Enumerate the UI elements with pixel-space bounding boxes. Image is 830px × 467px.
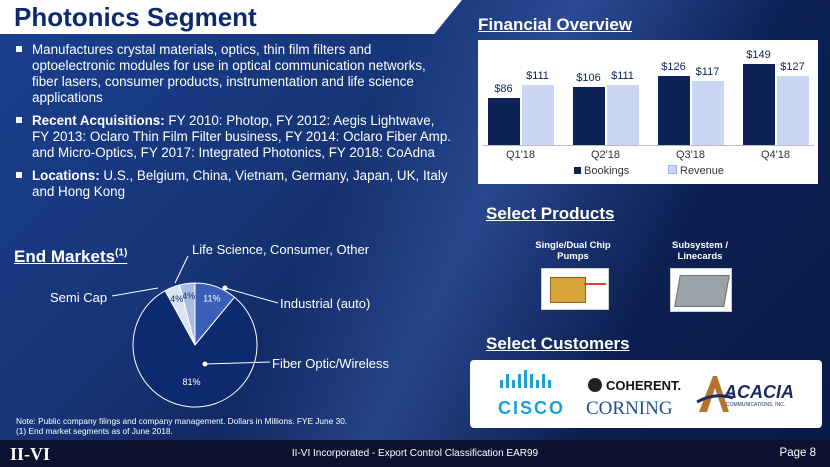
pump-chip-shape <box>550 277 586 303</box>
title-bar <box>0 0 462 34</box>
product-label-pumps: Single/Dual Chip Pumps <box>528 240 618 262</box>
linecard-image <box>670 268 732 312</box>
legend-swatch <box>574 167 581 174</box>
leader-line <box>204 361 271 365</box>
select-products-heading: Select Products <box>486 204 615 223</box>
leader-dot <box>222 285 228 291</box>
pie-slice <box>178 282 196 346</box>
bar-bookings-0 <box>487 98 520 145</box>
coherent-logo: COHERENT. <box>606 378 682 393</box>
product-label-line: Single/Dual Chip <box>535 240 611 251</box>
bar-revenue-2 <box>691 81 724 145</box>
acacia-logo: ACACIA <box>724 382 794 402</box>
x-tick-label: Q1'18 <box>505 149 535 161</box>
legend-text: Bookings <box>584 165 630 177</box>
footnote-line: (1) End market segments as of June 2018. <box>16 426 173 436</box>
bar-bookings-2 <box>657 76 690 145</box>
data-label: $149 <box>746 48 771 61</box>
pump-module-image <box>541 268 609 310</box>
end-markets-pie-chart: 11% 81% 4% 4% <box>132 282 258 408</box>
legend-bookings: Bookings <box>574 165 629 177</box>
data-label: $127 <box>780 60 805 73</box>
cisco-bars-icon <box>500 370 551 388</box>
leader-line <box>224 287 279 304</box>
bullet-item: Manufactures crystal materials, optics, … <box>14 42 454 106</box>
label-industrial: Industrial (auto) <box>280 296 371 311</box>
page-title: Photonics Segment <box>14 2 257 32</box>
x-tick-label: Q2'18 <box>590 149 620 161</box>
corning-logo: CORNING <box>586 398 673 419</box>
bullet-lead: Locations: <box>32 168 100 183</box>
data-label: $111 <box>611 69 634 82</box>
legend-swatch <box>668 165 677 174</box>
cisco-logo: CISCO <box>498 398 566 418</box>
end-markets-title: End Markets <box>14 247 116 266</box>
data-label: $106 <box>576 72 601 85</box>
ii-vi-logo: II-VI <box>10 444 51 464</box>
label-semi-cap: Semi Cap <box>50 290 108 305</box>
customer-logos-panel: CISCO COHERENT. CORNING ACACIA COMMUNICA… <box>470 360 822 428</box>
financial-chart: $86 $111 Q1'18 $106 $111 Q2'18 $126 $117 Q3'18 $1… <box>478 40 818 184</box>
bar-bookings-1 <box>572 87 605 145</box>
bullet-square-icon <box>16 46 22 52</box>
bullet-text: U.S., Belgium, China, Vietnam, Germany, … <box>32 168 448 199</box>
legend-text: Revenue <box>680 165 725 177</box>
x-axis <box>482 145 814 146</box>
product-label-line: Subsystem / <box>672 240 728 251</box>
bullet-item: Locations: U.S., Belgium, China, Vietnam… <box>14 168 454 200</box>
bar-revenue-1 <box>606 84 639 145</box>
legend-revenue: Revenue <box>668 165 724 177</box>
product-label-line: Pumps <box>557 251 589 262</box>
footnote: Note: Public company filings and company… <box>16 416 347 436</box>
bullet-text: FY 2010: Photop, FY 2012: Aegis Lightwav… <box>32 113 451 160</box>
acacia-swoosh-icon <box>696 376 734 412</box>
coherent-star-icon <box>588 378 602 392</box>
label-fiber-optic: Fiber Optic/Wireless <box>272 356 390 371</box>
bullet-square-icon <box>16 172 22 178</box>
pie-slice <box>132 289 258 408</box>
pie-slice-label: 4% <box>182 291 195 301</box>
x-tick-label: Q4'18 <box>760 149 790 161</box>
data-label: $111 <box>526 69 549 82</box>
bullet-text: Manufactures crystal materials, optics, … <box>32 42 426 105</box>
linecard-board-shape <box>674 275 730 307</box>
acacia-subtitle: COMMUNICATIONS, INC. <box>726 402 786 408</box>
footer-bar: II-VI II-VI Incorporated - Export Contro… <box>0 440 830 467</box>
pie-slice-label: 4% <box>170 294 183 304</box>
page-number: Page 8 <box>779 447 816 459</box>
bar-revenue-3 <box>776 75 809 145</box>
leader-dot <box>202 361 208 367</box>
data-label: $117 <box>695 66 720 79</box>
bullet-square-icon <box>16 117 22 123</box>
bullet-item: Recent Acquisitions: FY 2010: Photop, FY… <box>14 113 454 161</box>
pie-slice-label: 81% <box>182 377 200 387</box>
product-label-linecards: Subsystem / Linecards <box>660 240 740 262</box>
bar-revenue-0 <box>521 84 554 145</box>
data-label: $126 <box>661 61 686 74</box>
bullet-list: Manufactures crystal materials, optics, … <box>14 42 454 207</box>
footnote-line: Note: Public company filings and company… <box>16 416 348 426</box>
bar-bookings-3 <box>742 63 775 145</box>
product-label-line: Linecards <box>677 251 723 262</box>
footer-center-text: II-VI Incorporated - Export Control Clas… <box>291 448 539 459</box>
end-markets-heading: End Markets(1) <box>14 247 127 267</box>
data-label: $86 <box>494 83 513 96</box>
select-customers-heading: Select Customers <box>486 334 630 353</box>
financial-overview-heading: Financial Overview <box>478 15 633 34</box>
x-tick-label: Q3'18 <box>675 149 705 161</box>
label-life-science: Life Science, Consumer, Other <box>192 242 370 257</box>
pump-fiber-lead <box>584 283 606 285</box>
bullet-lead: Recent Acquisitions: <box>32 113 165 128</box>
pie-slice-label: 11% <box>203 293 220 303</box>
leader-line <box>111 287 159 297</box>
end-markets-footnote-mark: (1) <box>115 247 128 259</box>
leader-line <box>174 255 189 284</box>
